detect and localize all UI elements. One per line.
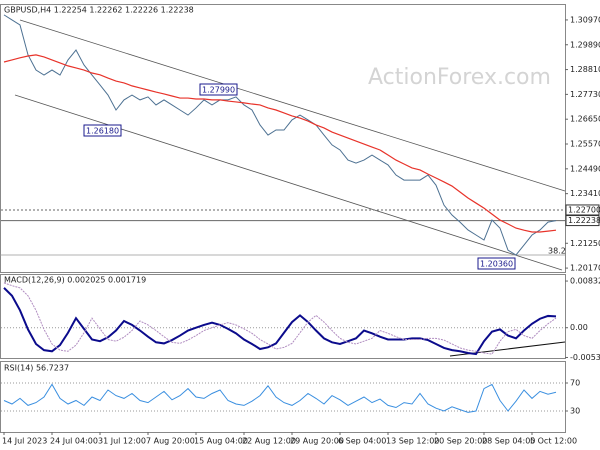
chart-title: GBPUSD,H4 1.22254 1.22262 1.22226 1.2223… xyxy=(4,6,194,15)
annotation-box xyxy=(199,83,238,96)
fib-label: 38.2 xyxy=(548,247,566,256)
y-tick-label: 0.00832 xyxy=(570,277,600,286)
x-tick-label: 22 Aug 12:00 xyxy=(242,437,296,446)
level-label: 1.22238 xyxy=(568,216,600,225)
y-tick-label: 70 xyxy=(570,379,580,388)
x-tick-label: 24 Jul 04:00 xyxy=(50,437,98,446)
series-line xyxy=(3,287,557,356)
level-label: 1.22700 xyxy=(568,205,600,214)
y-tick-label: 1.26650 xyxy=(570,115,600,124)
y-tick-label: 1.24490 xyxy=(570,164,600,173)
channel-upper xyxy=(19,19,566,192)
y-tick-label: -0.005308 xyxy=(570,353,600,362)
watermark: ActionForex.com xyxy=(368,65,551,90)
annotation: 1.20360 xyxy=(480,260,513,269)
x-tick-label: 13 Sep 12:00 xyxy=(386,437,439,446)
series-line xyxy=(3,54,557,233)
x-tick-label: 5 Oct 12:00 xyxy=(530,437,577,446)
y-tick-label: 1.30970 xyxy=(570,15,600,24)
channel-lower xyxy=(14,94,563,271)
annotation-box xyxy=(477,257,516,270)
macd-title: MACD(12,26,9) 0.002025 0.001719 xyxy=(4,276,146,285)
annotation-box xyxy=(83,124,122,137)
level-box xyxy=(565,215,600,227)
x-tick-label: 6 Sep 04:00 xyxy=(338,437,386,446)
y-tick-label: 1.29890 xyxy=(570,40,600,49)
series-line xyxy=(3,383,557,413)
x-tick-label: 29 Aug 20:00 xyxy=(290,437,344,446)
x-tick-label: 15 Aug 04:00 xyxy=(194,437,248,446)
macd-panel xyxy=(0,274,566,359)
x-tick-label: 7 Aug 20:00 xyxy=(146,437,195,446)
annotation: 1.26180 xyxy=(86,127,119,136)
price-panel xyxy=(0,4,566,273)
y-tick-label: 30 xyxy=(570,407,580,416)
series-line xyxy=(3,14,557,256)
y-tick-label: 1.28810 xyxy=(570,65,600,74)
x-tick-label: 28 Sep 04:00 xyxy=(482,437,535,446)
x-tick-label: 20 Sep 20:00 xyxy=(434,437,487,446)
rsi-title: RSI(14) 56.7237 xyxy=(4,364,69,373)
series-line xyxy=(3,282,557,355)
y-tick-label: 1.23410 xyxy=(570,189,600,198)
x-tick-label: 31 Jul 12:00 xyxy=(98,437,146,446)
y-tick-label: 1.20170 xyxy=(570,264,600,273)
rsi-panel xyxy=(0,361,566,433)
y-tick-label: 1.25570 xyxy=(570,140,600,149)
y-tick-label: 0.00 xyxy=(570,323,588,332)
y-tick-label: 1.21250 xyxy=(570,239,600,248)
annotation: 1.27990 xyxy=(202,86,235,95)
level-box xyxy=(565,204,600,216)
y-tick-label: 1.27730 xyxy=(570,90,600,99)
x-tick-label: 14 Jul 2023 xyxy=(2,437,47,446)
